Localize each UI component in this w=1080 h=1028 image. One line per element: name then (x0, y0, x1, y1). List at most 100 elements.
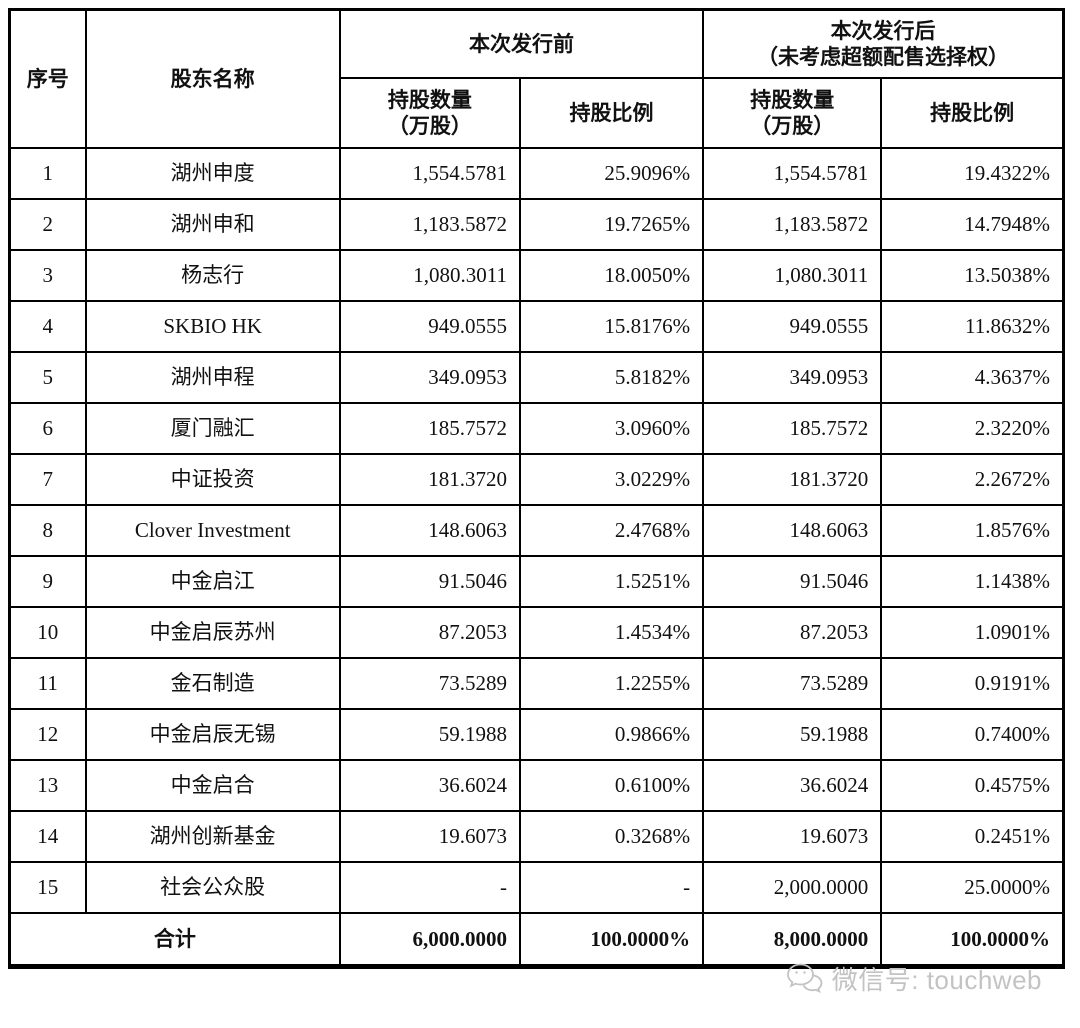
cell-pre-shares: 949.0555 (338, 300, 521, 353)
cell-post-shares: 349.0953 (702, 351, 883, 404)
cell-shareholder-name: 中金启辰苏州 (84, 606, 341, 659)
cell-serial-no: 1 (8, 147, 87, 200)
cell-pre-shares: 73.5289 (338, 657, 521, 710)
cell-serial-no: 4 (8, 300, 87, 353)
cell-serial-no: 2 (8, 198, 87, 251)
header-shareholder-name: 股东名称 (84, 8, 341, 149)
cell-pre-pct: 3.0229% (518, 453, 705, 506)
cell-pre-pct: 3.0960% (518, 402, 705, 455)
cell-serial-no: 14 (8, 810, 87, 863)
shareholder-table: 序号 股东名称 本次发行前 本次发行后 （未考虑超额配售选择权） 持股数量 （万… (8, 8, 1065, 969)
table-row: 2 湖州申和 1,183.5872 19.7265% 1,183.5872 14… (8, 198, 1065, 251)
cell-post-pct: 1.1438% (880, 555, 1065, 608)
cell-serial-no: 11 (8, 657, 87, 710)
cell-post-pct: 0.7400% (880, 708, 1065, 761)
table-row: 4 SKBIO HK 949.0555 15.8176% 949.0555 11… (8, 300, 1065, 353)
cell-shareholder-name: 社会公众股 (84, 861, 341, 914)
cell-pre-shares: 87.2053 (338, 606, 521, 659)
table-row: 13 中金启合 36.6024 0.6100% 36.6024 0.4575% (8, 759, 1065, 812)
cell-pre-shares: 19.6073 (338, 810, 521, 863)
cell-post-pct: 19.4322% (880, 147, 1065, 200)
header-post-shares: 持股数量 （万股） (702, 77, 883, 149)
cell-pre-pct: 15.8176% (518, 300, 705, 353)
cell-pre-shares: 1,554.5781 (338, 147, 521, 200)
table-row: 9 中金启江 91.5046 1.5251% 91.5046 1.1438% (8, 555, 1065, 608)
cell-pre-pct: 0.6100% (518, 759, 705, 812)
cell-post-pct: 0.2451% (880, 810, 1065, 863)
table-row: 15 社会公众股 - - 2,000.0000 25.0000% (8, 861, 1065, 914)
cell-post-shares: 73.5289 (702, 657, 883, 710)
table-row: 3 杨志行 1,080.3011 18.0050% 1,080.3011 13.… (8, 249, 1065, 302)
cell-shareholder-name: 中金启辰无锡 (84, 708, 341, 761)
cell-serial-no: 8 (8, 504, 87, 557)
cell-post-shares: 185.7572 (702, 402, 883, 455)
cell-pre-pct: 18.0050% (518, 249, 705, 302)
cell-serial-no: 3 (8, 249, 87, 302)
wechat-icon (784, 961, 824, 997)
cell-post-pct: 2.3220% (880, 402, 1065, 455)
cell-shareholder-name: 中金启江 (84, 555, 341, 608)
cell-post-pct: 13.5038% (880, 249, 1065, 302)
cell-post-shares: 181.3720 (702, 453, 883, 506)
cell-pre-pct: 25.9096% (518, 147, 705, 200)
header-post-line1: 本次发行后 (830, 18, 936, 43)
cell-pre-shares: - (338, 861, 521, 914)
cell-serial-no: 5 (8, 351, 87, 404)
cell-pre-shares: 1,183.5872 (338, 198, 521, 251)
table-row: 12 中金启辰无锡 59.1988 0.9866% 59.1988 0.7400… (8, 708, 1065, 761)
cell-pre-shares: 181.3720 (338, 453, 521, 506)
cell-pre-shares: 185.7572 (338, 402, 521, 455)
header-post-line2: （未考虑超额配售选择权） (757, 45, 1010, 69)
cell-pre-pct: 1.5251% (518, 555, 705, 608)
cell-serial-no: 6 (8, 402, 87, 455)
cell-pre-shares: 36.6024 (338, 759, 521, 812)
table-body: 1 湖州申度 1,554.5781 25.9096% 1,554.5781 19… (8, 147, 1065, 914)
cell-shareholder-name: 湖州申和 (84, 198, 341, 251)
table-row: 1 湖州申度 1,554.5781 25.9096% 1,554.5781 19… (8, 147, 1065, 200)
header-post-pct: 持股比例 (880, 77, 1065, 149)
table-row: 11 金石制造 73.5289 1.2255% 73.5289 0.9191% (8, 657, 1065, 710)
cell-shareholder-name: 湖州创新基金 (84, 810, 341, 863)
cell-shareholder-name: 杨志行 (84, 249, 341, 302)
cell-post-pct: 25.0000% (880, 861, 1065, 914)
cell-shareholder-name: 厦门融汇 (84, 402, 341, 455)
wechat-watermark: 微信号: touchweb (784, 960, 1042, 997)
cell-shareholder-name: 金石制造 (84, 657, 341, 710)
cell-pre-pct: 1.2255% (518, 657, 705, 710)
cell-shareholder-name: Clover Investment (84, 504, 341, 557)
header-serial-no: 序号 (8, 8, 87, 149)
table-row: 7 中证投资 181.3720 3.0229% 181.3720 2.2672% (8, 453, 1065, 506)
cell-serial-no: 9 (8, 555, 87, 608)
header-group-post-offering: 本次发行后 （未考虑超额配售选择权） (702, 8, 1065, 79)
cell-post-shares: 59.1988 (702, 708, 883, 761)
cell-pre-pct: - (518, 861, 705, 914)
cell-pre-shares: 91.5046 (338, 555, 521, 608)
table-row: 14 湖州创新基金 19.6073 0.3268% 19.6073 0.2451… (8, 810, 1065, 863)
cell-post-shares: 1,554.5781 (702, 147, 883, 200)
cell-post-shares: 949.0555 (702, 300, 883, 353)
cell-serial-no: 7 (8, 453, 87, 506)
cell-post-pct: 14.7948% (880, 198, 1065, 251)
total-label: 合计 (8, 912, 341, 968)
cell-post-pct: 1.8576% (880, 504, 1065, 557)
total-post-pct: 100.0000% (880, 912, 1065, 968)
cell-shareholder-name: 湖州申度 (84, 147, 341, 200)
cell-pre-pct: 1.4534% (518, 606, 705, 659)
cell-post-pct: 1.0901% (880, 606, 1065, 659)
total-post-shares: 8,000.0000 (702, 912, 883, 968)
cell-pre-shares: 59.1988 (338, 708, 521, 761)
cell-shareholder-name: 中证投资 (84, 453, 341, 506)
cell-post-pct: 2.2672% (880, 453, 1065, 506)
cell-post-pct: 11.8632% (880, 300, 1065, 353)
cell-post-shares: 87.2053 (702, 606, 883, 659)
cell-post-shares: 19.6073 (702, 810, 883, 863)
cell-pre-pct: 2.4768% (518, 504, 705, 557)
cell-post-pct: 0.9191% (880, 657, 1065, 710)
cell-serial-no: 10 (8, 606, 87, 659)
total-pre-pct: 100.0000% (518, 912, 705, 968)
cell-serial-no: 15 (8, 861, 87, 914)
cell-post-shares: 36.6024 (702, 759, 883, 812)
table-row: 5 湖州申程 349.0953 5.8182% 349.0953 4.3637% (8, 351, 1065, 404)
cell-post-shares: 148.6063 (702, 504, 883, 557)
table-row: 10 中金启辰苏州 87.2053 1.4534% 87.2053 1.0901… (8, 606, 1065, 659)
